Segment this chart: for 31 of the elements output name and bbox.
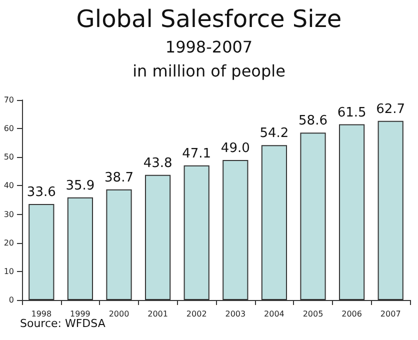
x-tick-label: 1998: [31, 310, 52, 318]
y-tick-label: 20: [4, 238, 14, 248]
data-label: 54.2: [260, 126, 289, 142]
y-tick-label: 30: [4, 210, 14, 219]
data-label: 62.7: [376, 102, 406, 117]
y-tick-label: 50: [4, 152, 14, 162]
y-tick-label: 40: [4, 181, 14, 190]
data-label: 43.8: [143, 156, 172, 171]
x-tick-label: 2003: [225, 310, 246, 318]
chart-subtitle: 1998-2007 in million of people: [132, 38, 286, 80]
y-tick-label: 70: [4, 96, 14, 104]
source-note: Source: WFDSA: [20, 317, 106, 330]
data-label: 49.0: [220, 141, 250, 156]
y-tick-label: 10: [4, 266, 14, 276]
data-label: 61.5: [337, 105, 366, 120]
x-tick-label: 2001: [148, 310, 168, 318]
data-label: 58.6: [298, 114, 328, 129]
x-tick-label: 2004: [264, 310, 284, 318]
data-label: 47.1: [182, 146, 212, 162]
x-tick-label: 2002: [186, 310, 207, 318]
data-label: 33.6: [26, 185, 56, 200]
y-tick-label: 60: [4, 124, 14, 134]
data-label: 35.9: [66, 178, 95, 194]
x-tick-label: 2000: [108, 310, 130, 318]
x-tick-label: 2005: [302, 310, 324, 318]
data-label: 38.7: [104, 170, 134, 186]
x-tick-label: 2007: [380, 310, 401, 318]
x-tick-label: 1999: [70, 310, 90, 318]
y-tick-label: 0: [8, 296, 14, 304]
chart-title: Global Salesforce Size: [76, 5, 342, 33]
x-tick-label: 2006: [342, 310, 362, 318]
